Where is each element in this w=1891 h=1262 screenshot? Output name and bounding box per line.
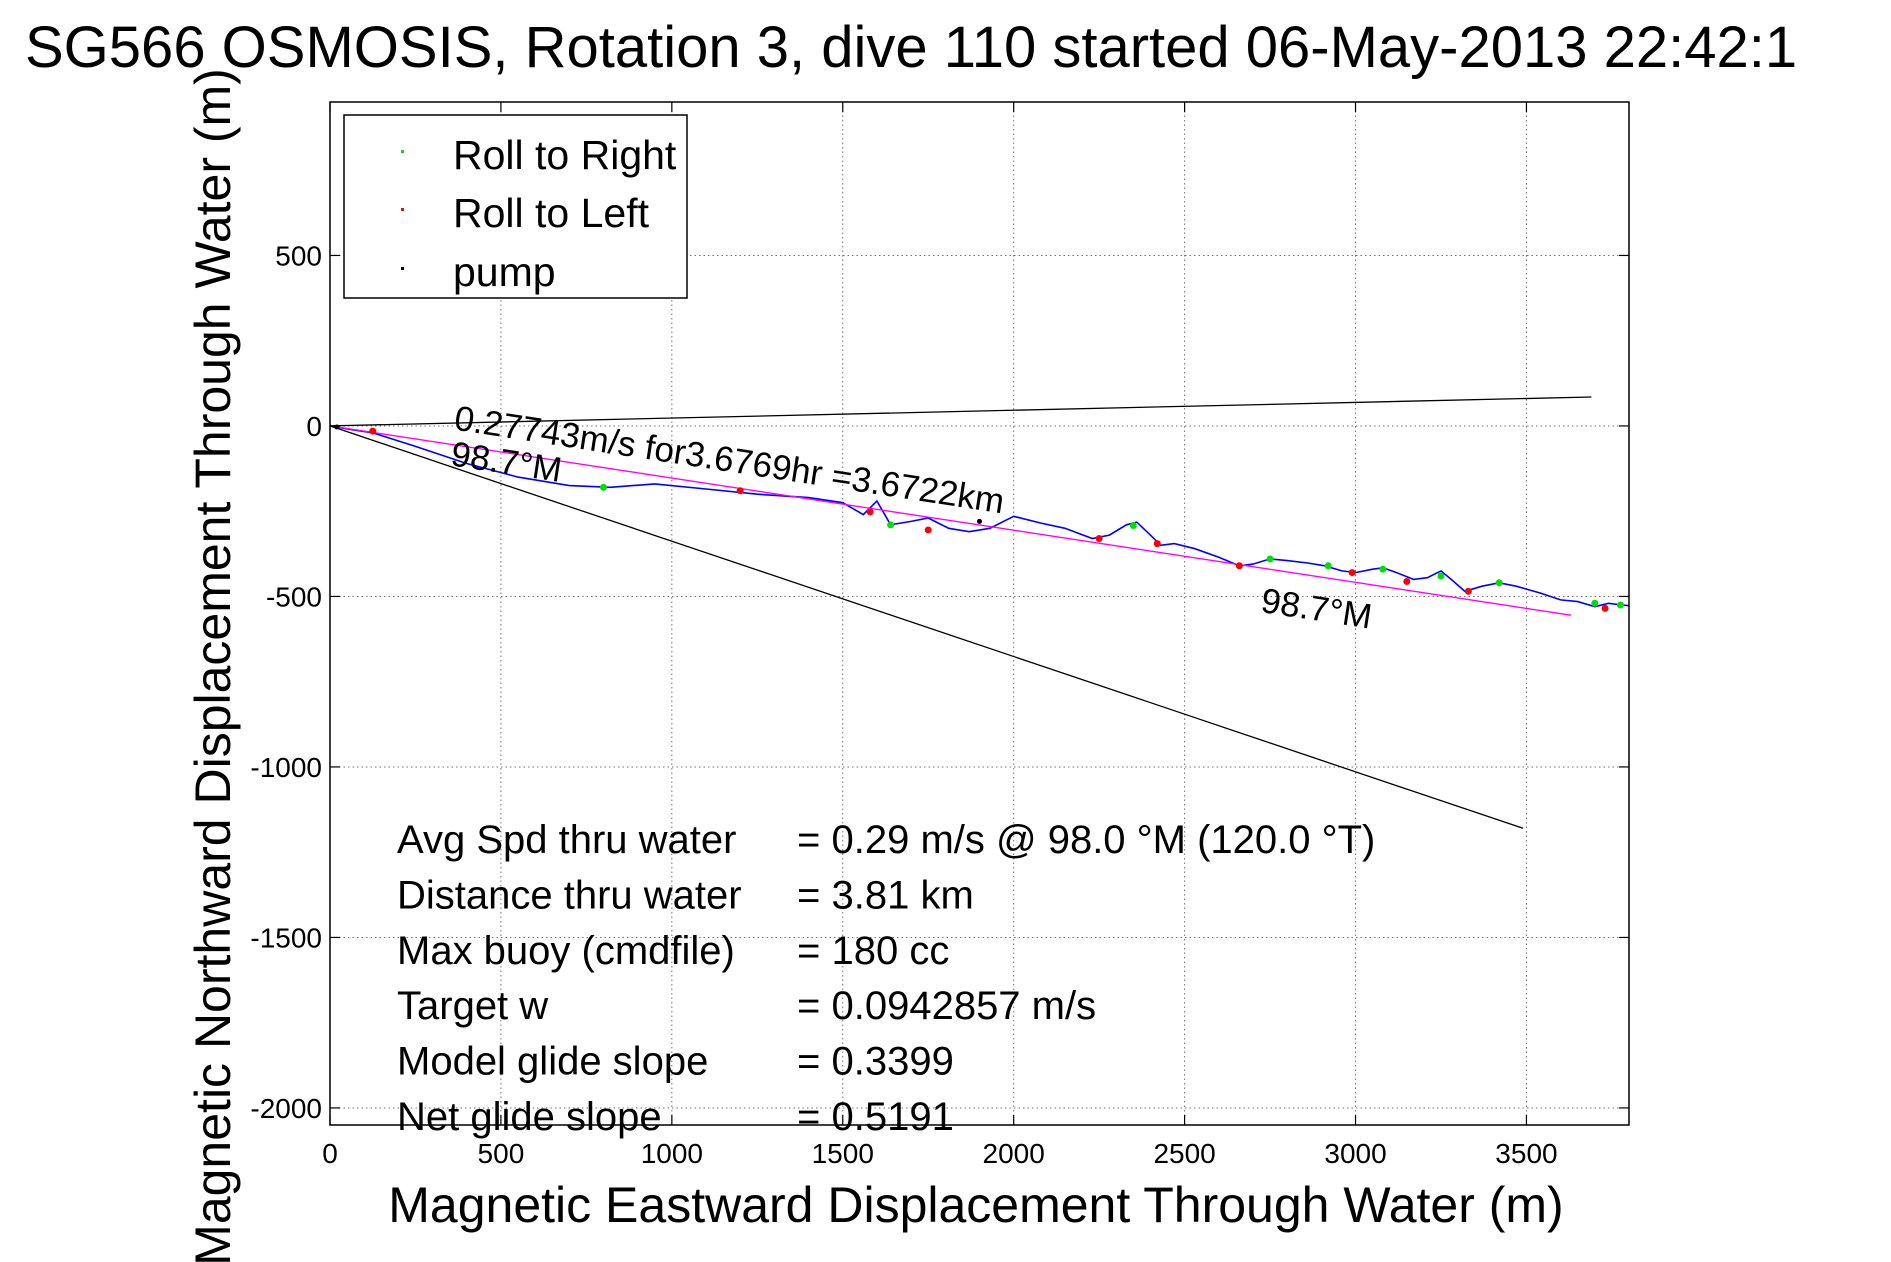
tick-layer: 0 500 1000 1500 2000 2500 3000 3500 500 0 -500 -100… (250, 102, 1629, 1169)
x-tick-label: 2500 (1153, 1138, 1215, 1169)
stat-label: Model glide slope (397, 1040, 708, 1084)
marker-roll-to-right (1616, 601, 1624, 609)
y-tick-label: -500 (266, 581, 322, 612)
marker-roll-to-left (736, 487, 744, 495)
axes-frame (329, 101, 1630, 1126)
marker-roll-to-left (1403, 577, 1411, 585)
y-tick-label: -2000 (250, 1093, 322, 1124)
x-tick-label: 1000 (641, 1138, 703, 1169)
marker-roll-to-left (866, 508, 874, 516)
marker-pump (334, 424, 340, 430)
y-tick-label: 0 (306, 411, 322, 442)
marker-roll-to-left (1464, 587, 1472, 595)
legend-marker-roll-right (401, 150, 404, 153)
legend: Roll to Right Roll to Left pump (343, 114, 688, 299)
chart-title: SG566 OSMOSIS, Rotation 3, dive 110 star… (25, 15, 1797, 80)
marker-roll-to-right (1437, 572, 1445, 580)
marker-roll-to-right (1266, 555, 1274, 563)
stat-value: = 0.29 m/s @ 98.0 °M (120.0 °T) (797, 818, 1375, 862)
marker-roll-to-right (1129, 522, 1137, 530)
marker-roll-to-right (887, 521, 895, 529)
marker-roll-to-left (1601, 604, 1609, 612)
stat-value: = 180 cc (797, 929, 949, 973)
y-axis-label: Magnetic Northward Displacement Through … (185, 68, 241, 1262)
y-tick-label: -1500 (250, 922, 322, 953)
x-tick-label: 1500 (812, 1138, 874, 1169)
stat-label: Max buoy (cmdfile) (397, 929, 735, 973)
x-axis-label: Magnetic Eastward Displacement Through W… (388, 1177, 1563, 1233)
x-tick-label: 0 (322, 1138, 338, 1169)
marker-roll-to-right (1495, 579, 1503, 587)
y-tick-label: 500 (275, 240, 322, 271)
marker-roll-to-right (599, 483, 607, 491)
marker-roll-to-left (369, 427, 377, 435)
line-average (329, 425, 1571, 616)
stats-block: Avg Spd thru water = 0.29 m/s @ 98.0 °M (… (397, 818, 1375, 1139)
marker-roll-to-left (1095, 534, 1103, 542)
line-heading-upper (329, 396, 1592, 427)
x-tick-label: 3000 (1324, 1138, 1386, 1169)
legend-label-pump: pump (453, 249, 556, 295)
legend-label-roll-left: Roll to Left (453, 190, 650, 236)
stat-value: = 0.3399 (797, 1040, 954, 1084)
marker-roll-to-right (1324, 562, 1332, 570)
legend-marker-pump (401, 267, 404, 270)
marker-roll-to-right (1379, 565, 1387, 573)
legend-label-roll-right: Roll to Right (453, 132, 677, 178)
marker-roll-to-left (924, 526, 932, 534)
stat-value: = 3.81 km (797, 873, 974, 917)
x-tick-label: 3500 (1495, 1138, 1557, 1169)
marker-roll-to-left (1348, 569, 1356, 577)
stat-label: Distance thru water (397, 873, 742, 917)
stat-value: = 0.5191 (797, 1095, 954, 1139)
legend-marker-roll-left (401, 208, 404, 211)
marker-layer (334, 424, 1624, 612)
stat-label: Avg Spd thru water (397, 818, 736, 862)
marker-pump (977, 518, 982, 524)
marker-roll-to-left (1153, 540, 1161, 548)
stat-label: Target w (397, 984, 548, 1028)
y-tick-label: -1000 (250, 752, 322, 783)
stat-value: = 0.0942857 m/s (797, 984, 1096, 1028)
marker-roll-to-left (1235, 562, 1243, 570)
x-tick-label: 500 (478, 1138, 525, 1169)
line-heading-lower (329, 425, 1524, 829)
marker-roll-to-right (1591, 599, 1599, 607)
x-tick-label: 2000 (983, 1138, 1045, 1169)
stat-label: Net glide slope (397, 1095, 662, 1139)
